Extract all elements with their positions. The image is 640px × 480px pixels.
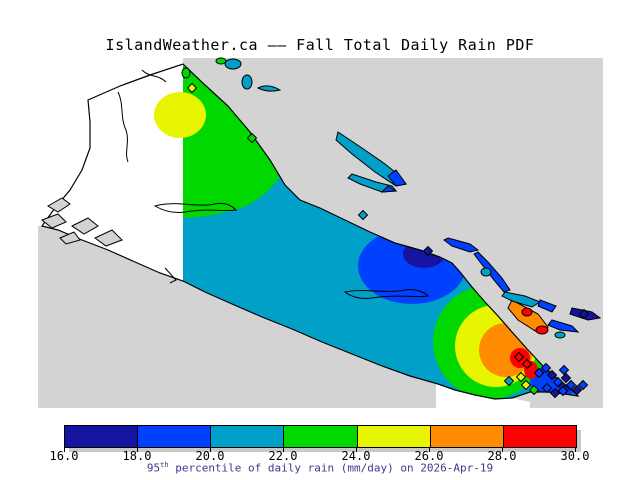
station-marker-diamond [520,379,532,391]
station-marker-diamond [558,364,570,376]
colorbar-tick [210,447,211,452]
colorbar-segment-26.0 [430,426,504,447]
colorbar-segment-18.0 [138,426,212,447]
station-marker-diamond [557,385,569,397]
station-marker-diamond [186,82,198,94]
colorbar-segment-16.0 [65,426,139,447]
station-marker-diamond [577,379,589,391]
colorbar-segment-28.0 [503,426,576,447]
colorbar-tick-label: 24.0 [341,449,371,463]
station-marker-diamond [513,351,525,363]
station-marker-diamond [560,372,572,384]
colorbar-tick [64,447,65,452]
colorbar-segment-24.0 [357,426,431,447]
colorbar-tick-label: 16.0 [49,449,79,463]
colorbar-segment-20.0 [211,426,285,447]
colorbar-tick-label: 18.0 [122,449,152,463]
caption-prefix: 95 [146,461,161,475]
station-marker-diamond [515,371,527,383]
colorbar-tick-label: 30.0 [560,449,590,463]
station-marker-diamond [549,387,561,399]
station-marker-diamond [552,376,564,388]
station-marker-diamond [246,132,258,144]
barkley-archipelago [41,197,123,247]
station-marker-diamond [357,209,369,221]
colorbar-tick [575,447,576,452]
station-markers [186,82,590,399]
caption: 95th percentile of daily rain (mm/day) o… [0,461,640,475]
colorbar-tick [502,447,503,452]
colorbar-tick [283,447,284,452]
page-title: IslandWeather.ca —— Fall Total Daily Rai… [105,36,535,54]
north-islands [181,57,282,92]
colorbar [64,425,577,448]
station-marker-diamond [521,358,533,370]
colorbar-tick-label: 20.0 [195,449,225,463]
colorbar-tick-label: 22.0 [268,449,298,463]
station-marker-diamond [578,308,590,320]
station-marker-diamond [546,369,558,381]
station-marker-diamond [422,245,434,257]
inlet-outlines [117,69,430,299]
strait-islands [335,131,407,193]
contour-24-26-north-patch [154,92,206,138]
caption-rest: percentile of daily rain (mm/day) on 202… [168,461,494,475]
station-marker-diamond [540,362,552,374]
colorbar-tick [429,447,430,452]
colorbar-segment-22.0 [284,426,358,447]
station-marker-diamond [528,384,540,396]
station-marker-diamond [565,379,577,391]
station-marker-diamond [503,375,515,387]
station-marker-diamond [571,384,583,396]
saanich-peninsula [507,299,549,335]
station-marker-diamond [533,367,545,379]
station-marker-diamond [541,382,553,394]
colorbar-tick [137,447,138,452]
caption-superscript: th [160,461,169,469]
colorbar-tick-label: 28.0 [487,449,517,463]
colorbar-tick-label: 26.0 [414,449,444,463]
colorbar-tick [356,447,357,452]
